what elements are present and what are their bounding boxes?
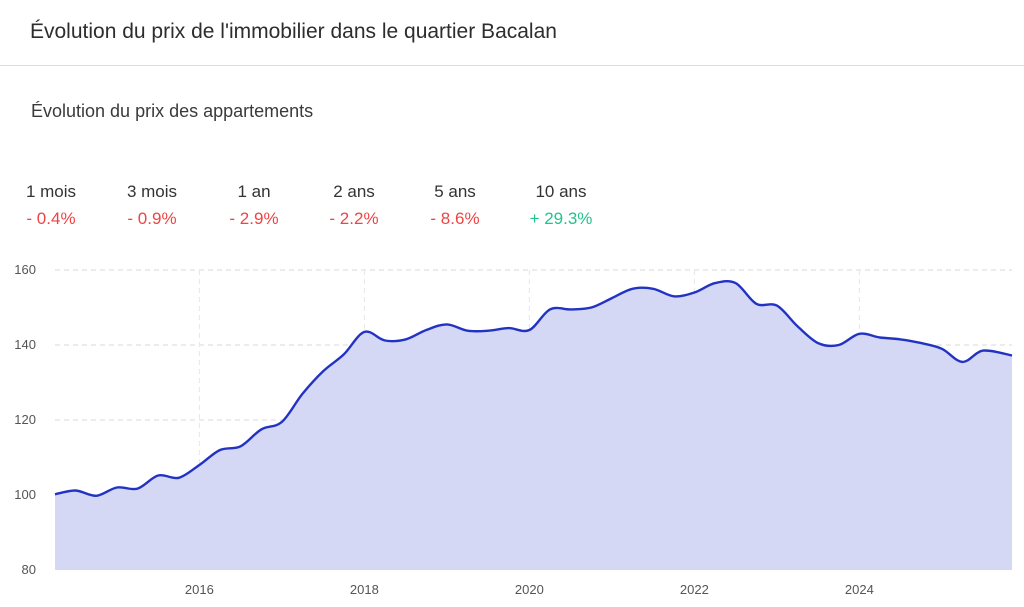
stat-label: 2 ans <box>333 182 375 201</box>
stat-label: 3 mois <box>126 182 178 201</box>
page-title: Évolution du prix de l'immobilier dans l… <box>30 20 557 43</box>
series-area <box>55 281 1012 570</box>
stat-label: 10 ans <box>535 182 587 201</box>
x-tick-label: 2022 <box>680 582 709 597</box>
stat-value: - 2.2% <box>329 209 379 228</box>
page-header: Évolution du prix de l'immobilier dans l… <box>0 0 1024 66</box>
stat-1-month: 1 mois - 0.4% <box>18 180 84 234</box>
y-tick-label: 140 <box>14 337 36 352</box>
stat-label: 5 ans <box>434 182 476 201</box>
x-tick-label: 2016 <box>185 582 214 597</box>
x-tick-label: 2024 <box>845 582 874 597</box>
section-title: Évolution du prix des appartements <box>31 101 314 121</box>
price-area-chart: 80 100 120 140 160 2016 2018 2020 2022 2024 <box>14 262 1013 597</box>
stat-10-years: 10 ans + 29.3% <box>518 180 604 234</box>
y-tick-label: 80 <box>22 562 36 577</box>
stat-value: - 0.9% <box>127 209 177 228</box>
stat-value: - 0.4% <box>26 209 76 228</box>
series-line <box>54 280 1013 498</box>
stat-value: - 8.6% <box>430 209 480 228</box>
y-tick-label: 160 <box>14 262 36 277</box>
stat-value: + 29.3% <box>529 209 593 228</box>
stat-value: - 2.9% <box>229 209 279 228</box>
x-tick-label: 2018 <box>350 582 379 597</box>
price-change-stats: 1 mois - 0.4% 3 mois - 0.9% 1 an - 2.9% … <box>0 180 640 240</box>
stat-label: 1 mois <box>25 182 77 201</box>
stat-2-years: 2 ans - 2.2% <box>320 180 388 234</box>
stat-1-year: 1 an - 2.9% <box>220 180 288 234</box>
stat-label: 1 an <box>237 182 271 201</box>
stat-3-months: 3 mois - 0.9% <box>116 180 188 234</box>
y-tick-label: 120 <box>14 412 36 427</box>
x-tick-label: 2020 <box>515 582 544 597</box>
stat-5-years: 5 ans - 8.6% <box>420 180 490 234</box>
y-tick-label: 100 <box>14 487 36 502</box>
